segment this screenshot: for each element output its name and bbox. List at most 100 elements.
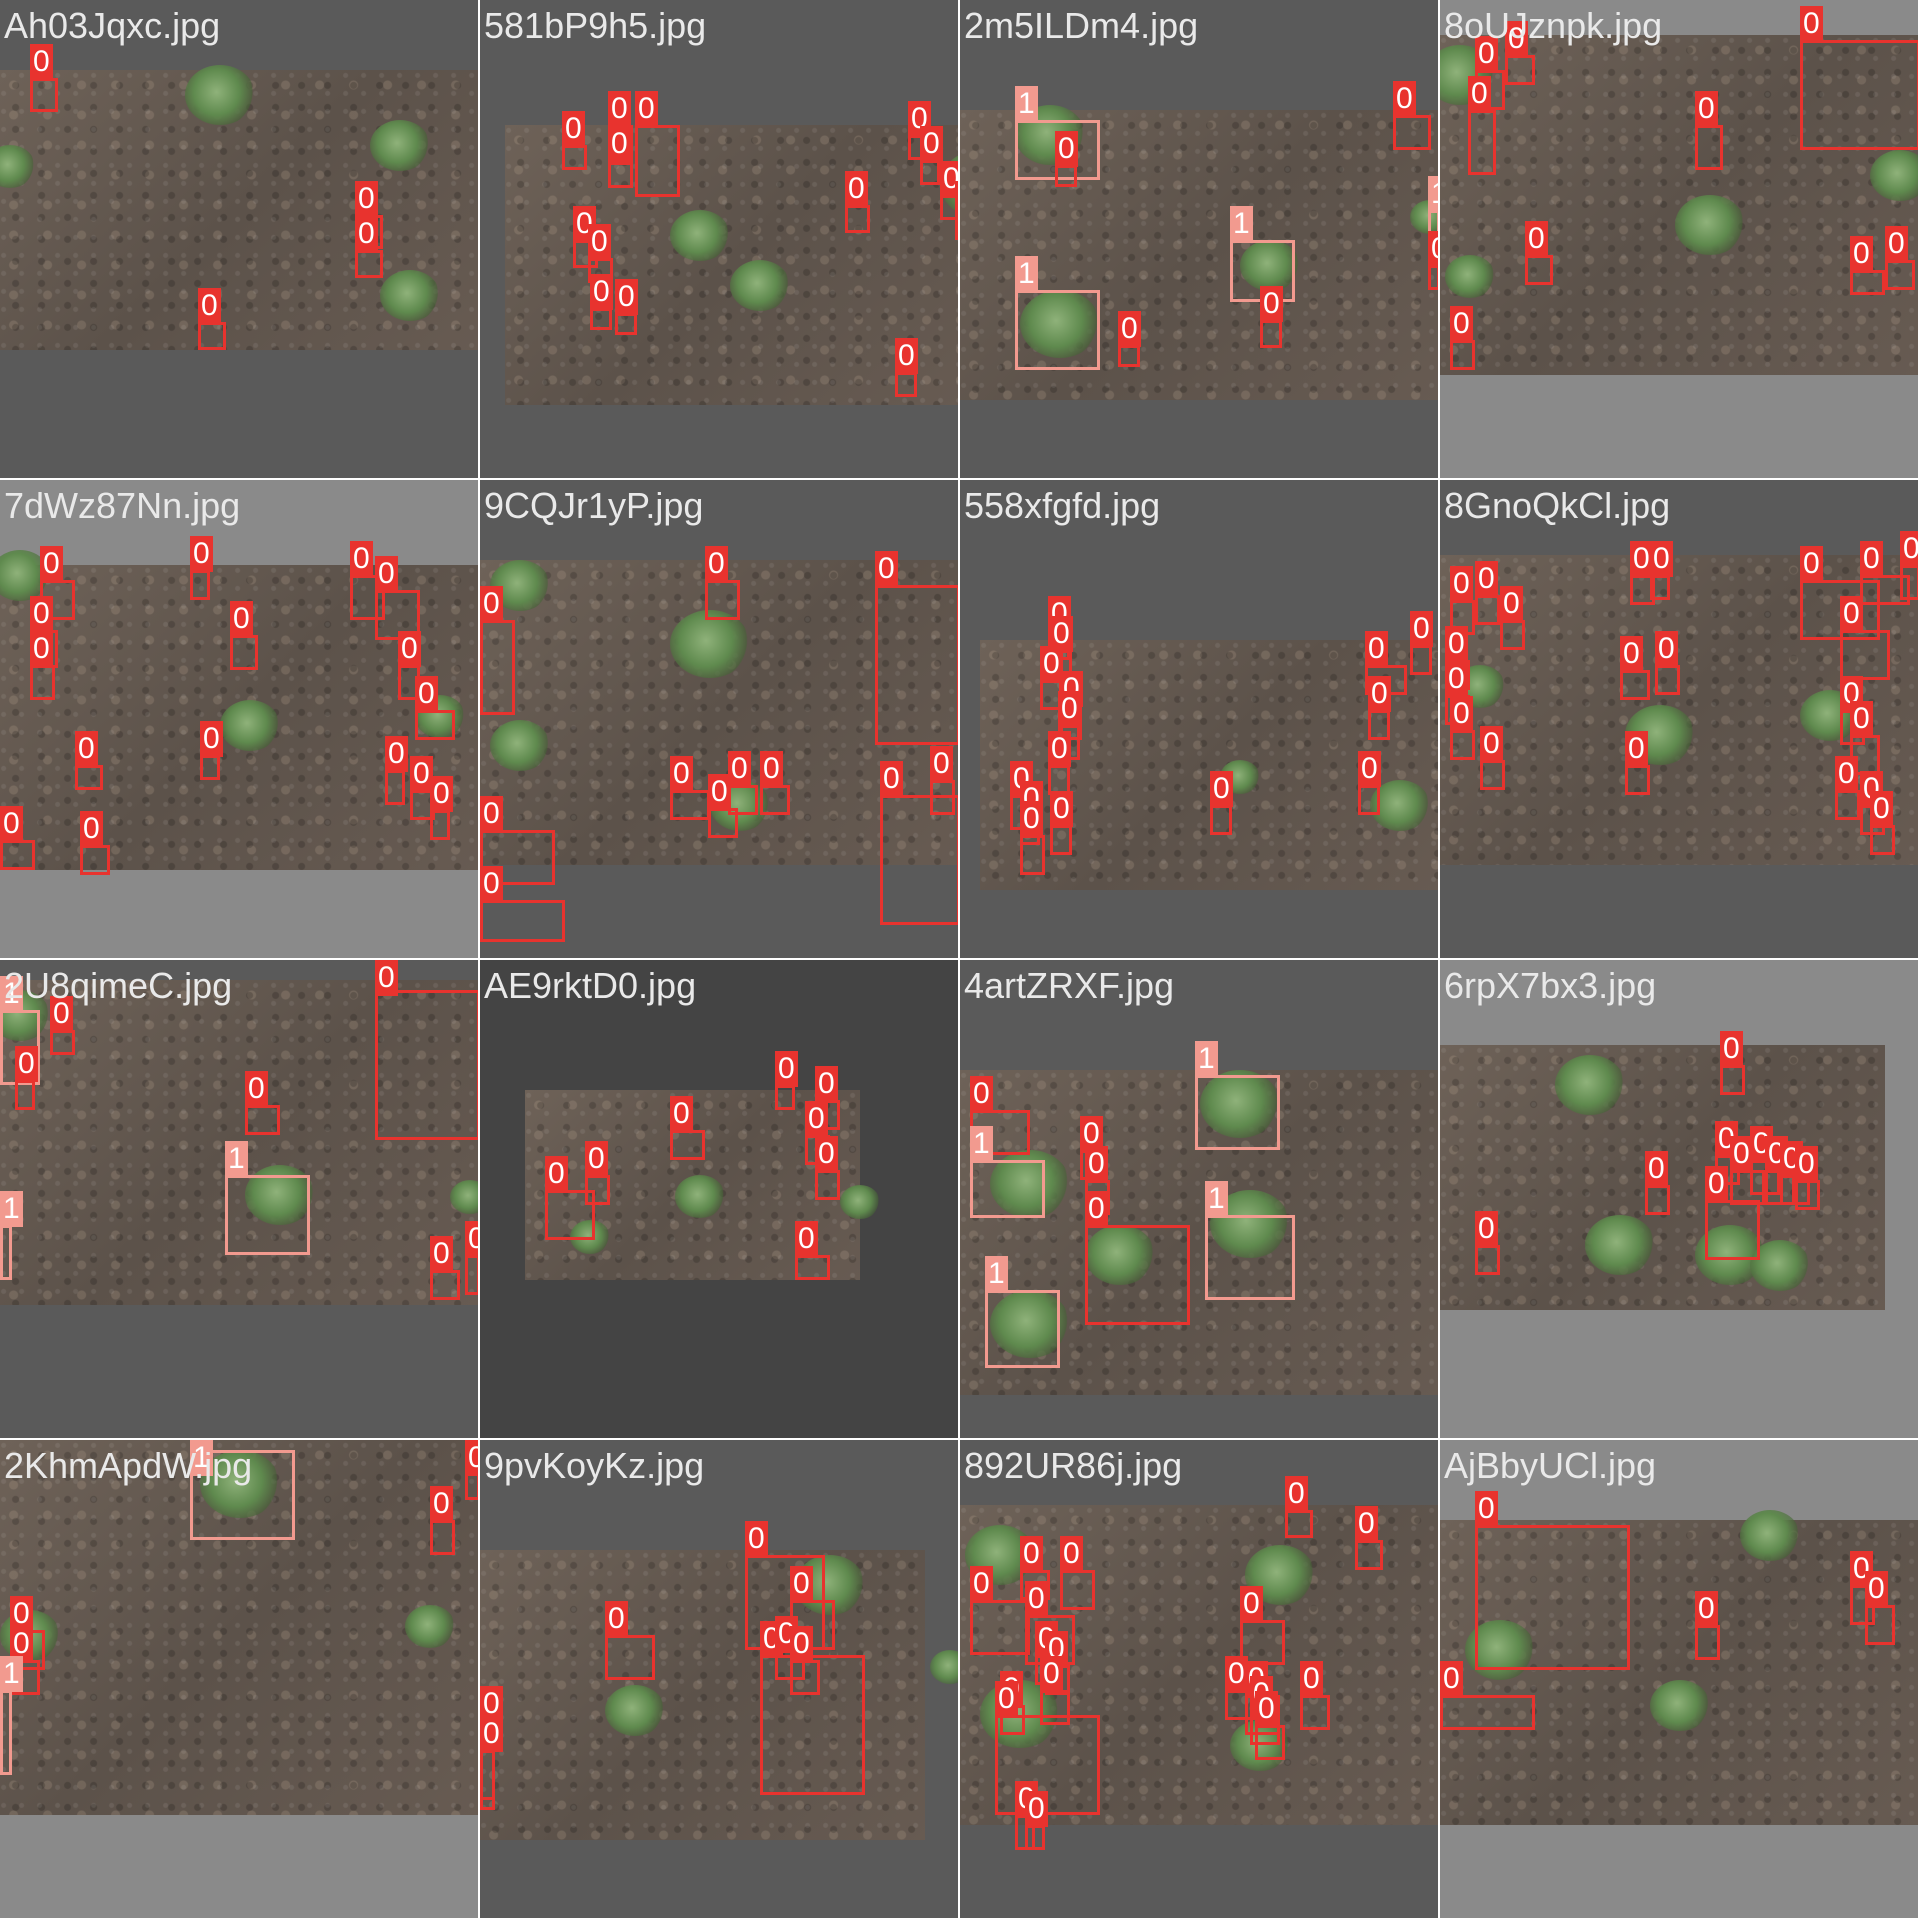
class-label: 0 [1020, 801, 1043, 837]
plant [1370, 780, 1430, 831]
class-label: 0 [1358, 751, 1381, 787]
class-label: 0 [815, 1066, 838, 1102]
class-label: 0 [1475, 561, 1498, 597]
plant [450, 1180, 478, 1214]
detection-box [375, 990, 478, 1140]
detection-box [1840, 630, 1890, 680]
detection-box [775, 1085, 795, 1110]
class-label: 0 [480, 866, 503, 902]
class-label: 0 [10, 1596, 33, 1632]
class-label: 0 [30, 596, 53, 632]
image-tile[interactable]: 2KhmApdW.jpg 1 0 0 0 0 1 [0, 1440, 478, 1918]
detection-box [1795, 1180, 1820, 1210]
class-label: 0 [410, 756, 433, 792]
detection-box [430, 1520, 455, 1555]
plant [370, 120, 430, 171]
detection-box [1440, 1695, 1535, 1730]
image-tile[interactable]: 8GnoQkCl.jpg 0 0 0 0 0 0 0 0 0 0 0 0 0 0 0 0 0 0 0 0 0 [1440, 480, 1918, 958]
class-label: 0 [1630, 541, 1653, 577]
class-label: 0 [970, 1076, 993, 1112]
plant [1555, 1055, 1625, 1115]
image-tile[interactable]: 7dWz87Nn.jpg 0 0 0 0 0 0 0 0 0 0 0 0 0 0 0 0 [0, 480, 478, 958]
detection-box [615, 313, 637, 335]
plant [605, 1685, 665, 1736]
class-label: 0 [1730, 1136, 1753, 1172]
detection-box [1468, 110, 1496, 175]
image-tile[interactable]: 8oUJznpk.jpg 0 0 0 0 0 0 0 0 0 [1440, 0, 1918, 478]
detection-box [875, 585, 958, 745]
plant [200, 1450, 280, 1518]
class-label: 0 [995, 1681, 1018, 1717]
class-label: 1 [1230, 206, 1253, 242]
plant [1740, 1510, 1800, 1561]
detection-box [1410, 645, 1432, 675]
class-label: 0 [728, 751, 751, 787]
detection-box [1393, 115, 1431, 150]
class-label: 0 [1040, 646, 1063, 682]
class-label: 0 [605, 1601, 628, 1637]
detection-box [1800, 40, 1918, 150]
detection-box [1475, 595, 1500, 625]
class-label: 0 [1625, 731, 1648, 767]
class-label: 0 [1840, 596, 1863, 632]
detection-box [430, 1270, 460, 1300]
image-tile[interactable]: 558xfgfd.jpg 0 0 0 0 0 0 0 0 0 0 0 0 0 0 0 [960, 480, 1438, 958]
image-tile[interactable]: AE9rktD0.jpg 0 0 0 0 0 0 0 0 [480, 960, 958, 1438]
detection-box [50, 1030, 75, 1055]
image-tile[interactable]: Ah03Jqxc.jpg 0 0 0 0 [0, 0, 478, 478]
plant [840, 1185, 880, 1219]
class-label: 1 [190, 1440, 213, 1476]
class-label: 1 [1195, 1041, 1218, 1077]
detection-box [815, 1170, 840, 1200]
class-label: 1 [1015, 86, 1038, 122]
class-label: 0 [198, 288, 221, 324]
image-filename: 4artZRXF.jpg [964, 965, 1175, 1006]
plant [405, 1605, 455, 1648]
class-label: 0 [480, 1686, 503, 1722]
class-label: 0 [1428, 231, 1438, 267]
class-label: 0 [1285, 1476, 1308, 1512]
class-label: 0 [1365, 631, 1388, 667]
class-label: 0 [50, 996, 73, 1032]
class-label: 0 [355, 216, 378, 252]
class-label: 0 [398, 631, 421, 667]
class-label: 0 [1118, 311, 1141, 347]
class-label: 0 [1450, 306, 1473, 342]
detection-box [1358, 785, 1380, 815]
class-label: 0 [1025, 1791, 1048, 1827]
class-label: 0 [815, 1136, 838, 1172]
image-tile[interactable]: 2m5ILDm4.jpg101100010 [960, 0, 1438, 478]
detection-box [1500, 620, 1525, 650]
class-label: 0 [480, 1716, 503, 1752]
class-label: 0 [465, 1440, 478, 1476]
class-label: 0 [1505, 21, 1528, 57]
image-filename: 9pvKoyKz.jpg [484, 1445, 705, 1486]
detection-box [1368, 710, 1390, 740]
image-tile[interactable]: 9CQJr1yP.jpg 0 0 0 0 0 0 0 0 0 0 0 [480, 480, 958, 958]
class-label: 0 [430, 776, 453, 812]
class-label: 0 [1500, 586, 1523, 622]
detection-box [1355, 1540, 1383, 1570]
image-tile[interactable]: 4artZRXF.jpg 1 0 1 0 0 0 1 1 [960, 960, 1438, 1438]
detection-box [795, 1255, 830, 1280]
class-label: 0 [1058, 691, 1081, 727]
class-label: 0 [920, 126, 943, 162]
detection-box [635, 125, 680, 197]
class-label: 0 [1850, 236, 1873, 272]
class-label: 0 [775, 1051, 798, 1087]
detection-box [1060, 1570, 1095, 1610]
image-tile[interactable]: 2U8qimeC.jpg 0 1 0 0 0 1 1 0 0 [0, 960, 478, 1438]
class-label: 1 [225, 1141, 248, 1177]
plant [930, 1650, 958, 1684]
plant [220, 700, 280, 751]
image-tile[interactable]: AjBbyUCl.jpg 0 0 0 0 0 [1440, 1440, 1918, 1918]
image-filename: 2U8qimeC.jpg [4, 965, 233, 1006]
image-tile[interactable]: 9pvKoyKz.jpg 0 0 0 0 0 0 0 0 [480, 1440, 958, 1918]
class-label: 0 [1445, 626, 1468, 662]
detection-box [198, 322, 226, 350]
detection-box [705, 580, 740, 620]
image-tile[interactable]: 6rpX7bx3.jpg 0 0 0 0 0 0 0 0 0 0 [1440, 960, 1918, 1438]
